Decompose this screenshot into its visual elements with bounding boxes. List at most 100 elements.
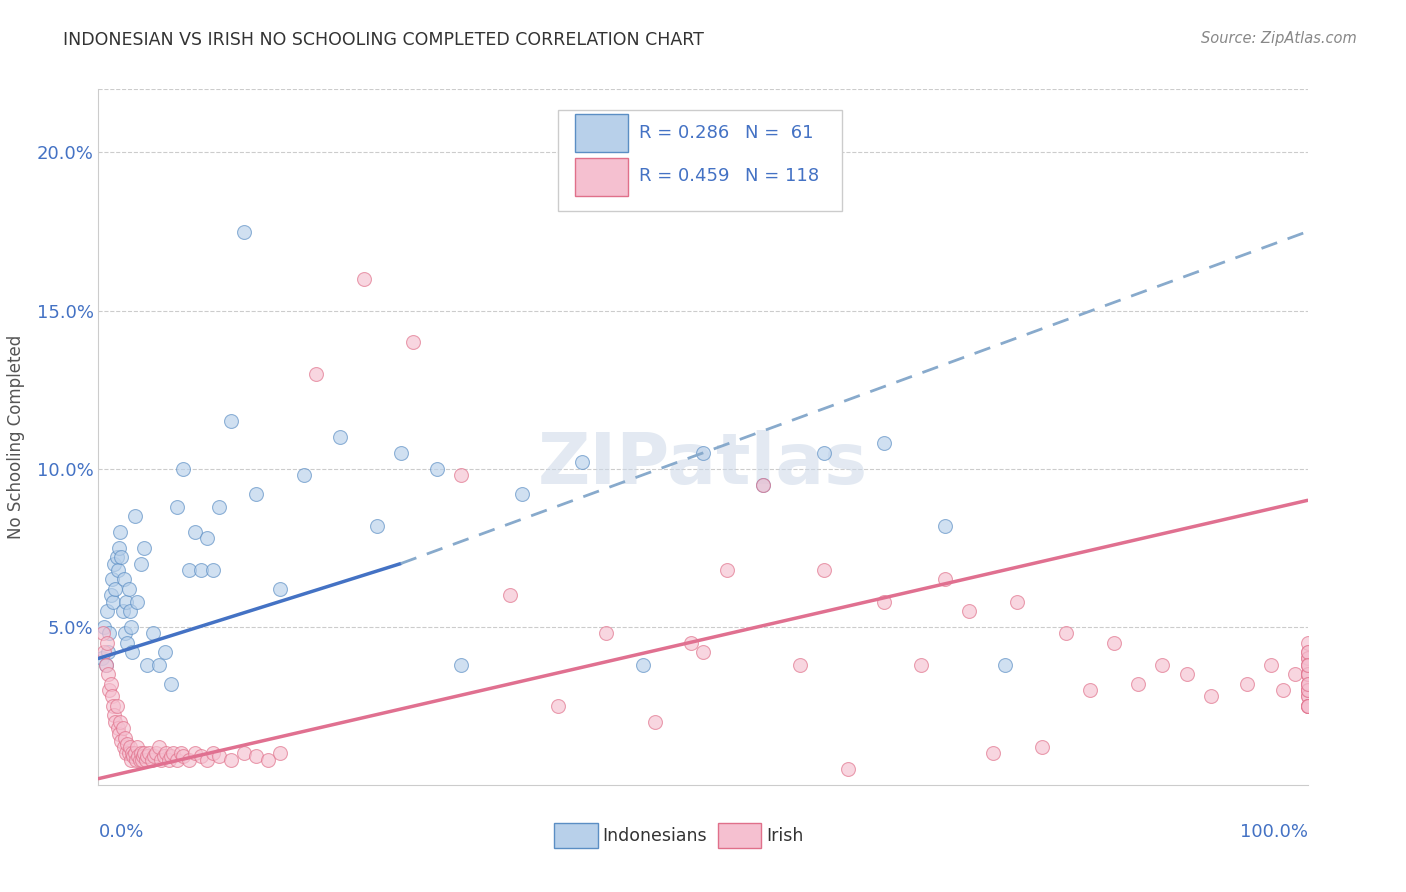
Point: [100, 677, 122, 691]
Point: [91, 626, 114, 640]
Point: [1236, 677, 1258, 691]
Point: [112, 573, 135, 587]
Point: [115, 594, 138, 608]
Text: 100.0%: 100.0%: [1240, 823, 1308, 841]
Point: [221, 753, 243, 767]
Point: [131, 753, 153, 767]
Point: [127, 739, 149, 754]
Point: [813, 446, 835, 460]
Point: [108, 541, 131, 555]
Point: [1078, 683, 1101, 698]
Point: [145, 747, 167, 761]
Point: [195, 531, 218, 545]
Point: [120, 753, 142, 767]
Point: [1296, 683, 1319, 698]
Point: [172, 749, 194, 764]
Point: [101, 594, 124, 608]
Text: Indonesians: Indonesians: [603, 827, 707, 845]
Point: [148, 739, 170, 754]
Point: [160, 749, 183, 764]
Point: [547, 698, 569, 713]
Point: [96, 604, 118, 618]
Point: [121, 645, 143, 659]
Point: [752, 477, 775, 491]
Text: N = 118: N = 118: [745, 167, 820, 186]
Point: [692, 446, 714, 460]
Text: ZIPatlas: ZIPatlas: [538, 431, 868, 500]
Point: [129, 557, 152, 571]
Point: [1296, 645, 1319, 659]
Point: [141, 753, 163, 767]
Point: [245, 749, 267, 764]
Point: [208, 749, 231, 764]
Point: [256, 753, 278, 767]
Point: [127, 594, 149, 608]
Point: [100, 573, 122, 587]
Point: [107, 563, 129, 577]
Point: [166, 753, 188, 767]
Point: [232, 747, 254, 761]
Point: [1296, 667, 1319, 681]
Point: [143, 749, 166, 764]
Point: [94, 657, 117, 672]
Point: [184, 524, 207, 539]
Point: [135, 749, 157, 764]
Point: [124, 747, 146, 761]
Point: [135, 657, 157, 672]
Point: [118, 747, 141, 761]
Point: [1296, 698, 1319, 713]
Point: [121, 747, 143, 761]
Point: [104, 714, 127, 729]
Point: [1296, 657, 1319, 672]
Point: [110, 733, 132, 747]
Point: [1007, 594, 1029, 608]
FancyBboxPatch shape: [575, 158, 628, 195]
Point: [125, 753, 148, 767]
Point: [1152, 657, 1174, 672]
Text: N =  61: N = 61: [745, 124, 814, 142]
Point: [110, 550, 132, 565]
Point: [910, 657, 932, 672]
Point: [1296, 690, 1319, 704]
Point: [117, 635, 139, 649]
Point: [108, 727, 131, 741]
Text: INDONESIAN VS IRISH NO SCHOOLING COMPLETED CORRELATION CHART: INDONESIAN VS IRISH NO SCHOOLING COMPLET…: [63, 31, 704, 49]
Point: [571, 455, 593, 469]
Point: [169, 747, 191, 761]
Point: [135, 753, 157, 767]
Point: [789, 657, 811, 672]
Point: [208, 500, 231, 514]
Point: [813, 563, 835, 577]
Point: [111, 721, 134, 735]
Point: [934, 573, 956, 587]
Point: [631, 657, 654, 672]
Point: [184, 747, 207, 761]
Text: 0.0%: 0.0%: [98, 823, 143, 841]
Point: [129, 747, 152, 761]
Point: [305, 367, 328, 381]
Text: R = 0.459: R = 0.459: [638, 167, 730, 186]
Point: [101, 698, 124, 713]
Point: [679, 635, 702, 649]
Point: [1296, 677, 1319, 691]
FancyBboxPatch shape: [717, 823, 761, 848]
Point: [134, 541, 156, 555]
Point: [122, 749, 145, 764]
Point: [1296, 698, 1319, 713]
Point: [644, 714, 666, 729]
Point: [498, 588, 520, 602]
Point: [118, 739, 141, 754]
Point: [148, 657, 170, 672]
Point: [94, 657, 117, 672]
Point: [179, 753, 201, 767]
Point: [202, 747, 225, 761]
Point: [1296, 677, 1319, 691]
Point: [132, 749, 155, 764]
Point: [190, 749, 212, 764]
Point: [120, 620, 142, 634]
Point: [134, 747, 156, 761]
Point: [752, 477, 775, 491]
Point: [118, 582, 141, 596]
Point: [97, 667, 120, 681]
Point: [98, 626, 121, 640]
